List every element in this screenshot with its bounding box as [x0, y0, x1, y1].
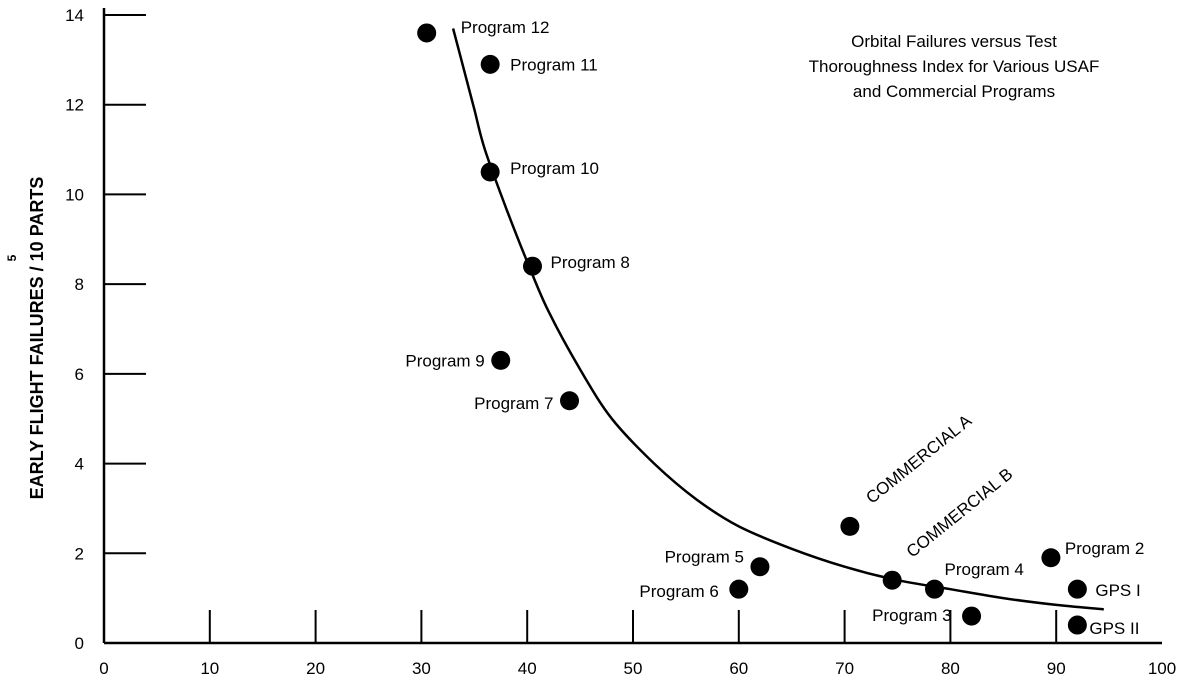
ticks: 0 2 4 6 8 10 12 14 0 10 20 30 40 50 60 70 80 90 100 — [65, 6, 1176, 678]
y-tick-label: 4 — [75, 455, 84, 474]
trend-curve — [451, 28, 1104, 611]
y-tick-label: 6 — [75, 365, 84, 384]
x-tick-label: 10 — [200, 659, 219, 678]
data-point-program-4 — [925, 579, 945, 599]
point-labels: Program 12 Program 11 Program 10 Program 8 P… — [405, 18, 1144, 638]
point-label-program-11: Program 11 — [510, 55, 598, 74]
y-axis-label: EARLY FLIGHT FAILURES / 10 PARTS — [27, 177, 47, 500]
point-label-program-3: Program 3 — [872, 606, 951, 625]
chart-title-line-3: and Commercial Programs — [853, 82, 1055, 101]
chart-title-line-1: Orbital Failures versus Test — [851, 32, 1057, 51]
data-point-gps-i — [1067, 579, 1087, 599]
data-point-program-3 — [962, 606, 982, 626]
x-tick-label: 70 — [835, 659, 854, 678]
point-label-program-2: Program 2 — [1065, 539, 1144, 558]
x-tick-label: 100 — [1148, 659, 1176, 678]
point-label-program-12: Program 12 — [461, 18, 550, 37]
data-point-program-2 — [1041, 548, 1061, 568]
data-point-program-11 — [480, 54, 500, 74]
x-tick-label: 60 — [729, 659, 748, 678]
data-point-program-12 — [417, 23, 437, 43]
x-tick-label: 40 — [518, 659, 537, 678]
x-tick-label: 80 — [941, 659, 960, 678]
x-tick-label: 50 — [624, 659, 643, 678]
point-label-program-9: Program 9 — [405, 351, 484, 370]
y-tick-label: 2 — [75, 544, 84, 563]
point-label-program-8: Program 8 — [550, 253, 629, 272]
y-tick-label: 0 — [75, 634, 84, 653]
data-point-commercial-a — [840, 516, 860, 536]
data-point-gps-ii — [1067, 615, 1087, 635]
y-tick-label: 10 — [65, 185, 84, 204]
data-point-program-10 — [480, 162, 500, 182]
data-point-commercial-b — [882, 570, 902, 590]
point-label-program-6: Program 6 — [639, 582, 718, 601]
y-tick-label: 14 — [65, 6, 84, 25]
x-tick-label: 30 — [412, 659, 431, 678]
data-point-program-8 — [522, 256, 542, 276]
data-point-program-6 — [729, 579, 749, 599]
y-tick-label: 8 — [75, 275, 84, 294]
point-label-commercial-b: COMMERCIAL B — [903, 464, 1017, 561]
data-point-program-7 — [560, 391, 580, 411]
x-tick-label: 90 — [1047, 659, 1066, 678]
point-label-gps-ii: GPS II — [1089, 619, 1139, 638]
data-points — [417, 23, 1087, 635]
point-label-program-4: Program 4 — [945, 560, 1024, 579]
point-label-commercial-a: COMMERCIAL A — [862, 411, 975, 508]
x-tick-label: 0 — [99, 659, 108, 678]
y-tick-label: 12 — [65, 96, 84, 115]
point-label-gps-i: GPS I — [1095, 581, 1140, 600]
point-label-program-7: Program 7 — [474, 394, 553, 413]
y-axis-label-superscript: 5 — [5, 254, 19, 261]
point-label-program-10: Program 10 — [510, 159, 599, 178]
point-label-program-5: Program 5 — [665, 548, 744, 567]
chart-title-line-2: Thoroughness Index for Various USAF — [809, 57, 1100, 76]
chart-title: Orbital Failures versus Test Thoroughnes… — [809, 32, 1100, 101]
axes — [102, 8, 1162, 645]
x-tick-label: 20 — [306, 659, 325, 678]
data-point-program-9 — [491, 350, 511, 370]
data-point-program-5 — [750, 557, 770, 577]
